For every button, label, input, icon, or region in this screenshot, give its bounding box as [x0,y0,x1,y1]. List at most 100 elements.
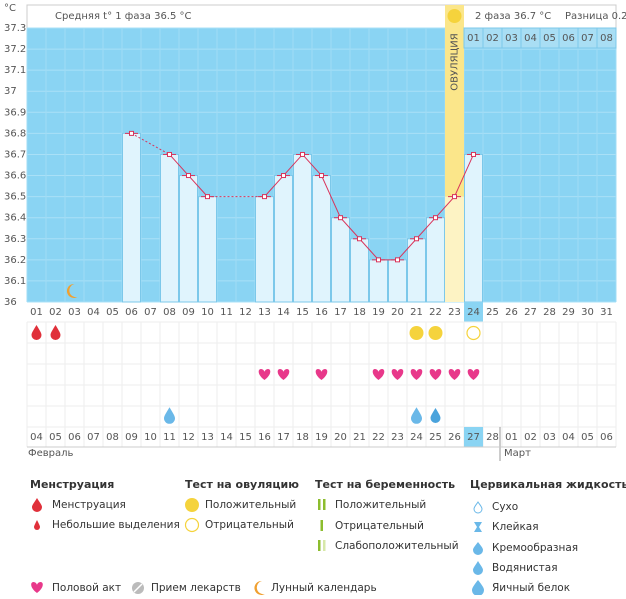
intercourse-icon [391,369,404,380]
point [452,194,457,200]
phase2-day: 05 [543,33,556,44]
phase2-label: 2 фаза 36.7 °C [475,11,551,22]
menstruation-icon [50,325,61,340]
phase2-day: 02 [486,33,499,44]
date-label: 12 [182,432,195,443]
date-label: 15 [239,432,252,443]
y-tick-label: 37.2 [4,44,26,55]
x-tick-label: 24 [467,307,480,318]
date-label: 09 [125,432,138,443]
bar [179,175,198,303]
legend-item: Сухо [492,501,518,513]
point [319,173,324,179]
x-tick-label: 01 [30,307,43,318]
phase2-day: 06 [562,33,575,44]
date-label: 04 [30,432,43,443]
y-tick-label: 36.5 [4,192,26,203]
legend-icon [184,517,200,533]
intercourse-icon [372,369,385,380]
legend-icon [31,582,43,593]
phase2-day: 08 [600,33,613,44]
bar [198,196,217,303]
temp-line [264,153,474,261]
today-cell [464,302,483,322]
y-tick-label: 36.2 [4,255,26,266]
date-label: 28 [486,432,499,443]
point [262,194,267,200]
x-tick-label: 27 [524,307,537,318]
intercourse-icon [410,369,423,380]
legend-item: Клейкая [492,521,539,533]
legend-icon [32,498,42,512]
x-tick-label: 04 [87,307,100,318]
legend: Менструация Менструация Небольшие выделе… [30,478,626,596]
date-label: 03 [543,432,556,443]
bar [331,217,350,303]
point [281,173,286,179]
date-label: 19 [315,432,328,443]
ovulation-test-negative [466,325,481,341]
bar [407,238,426,303]
x-tick-label: 10 [201,307,214,318]
point [205,194,210,200]
y-tick-label: 37.1 [4,65,26,76]
ovulation-column-lower [445,196,464,302]
legend-title: Тест на беременность [315,478,455,491]
y-tick-label: 36.4 [4,213,26,224]
ovulation-icon [447,9,462,23]
bar [160,153,179,303]
bar [350,238,369,303]
point [186,173,191,179]
date-label: 02 [524,432,537,443]
intercourse-icon [258,369,271,380]
bar [274,175,293,303]
menstruation-icon [31,325,42,340]
phase2-day: 07 [581,33,594,44]
highlight-date-cell [464,427,483,447]
x-tick-label: 16 [315,307,328,318]
legend-icon [254,580,265,595]
phase2-day: 04 [524,33,537,44]
bar [464,153,483,303]
y-tick-label: 37 [4,86,17,97]
date-label: 11 [163,432,176,443]
date-label: 18 [296,432,309,443]
legend-item: Слабоположительный [335,540,459,552]
date-label: 26 [448,432,461,443]
x-tick-label: 07 [144,307,157,318]
date-label: 10 [144,432,157,443]
intercourse-icon [315,369,328,380]
point [129,130,134,136]
x-tick-label: 26 [505,307,518,318]
legend-item: Менструация [52,499,126,511]
x-tick-label: 05 [106,307,119,318]
legend-icon [323,499,326,510]
date-label: 25 [429,432,442,443]
legend-item: Яичный белок [492,582,570,594]
date-label: 05 [581,432,594,443]
intercourse-icon [467,369,480,380]
date-label: 17 [277,432,290,443]
legend-icon [473,542,483,555]
ovulation-column [445,5,464,197]
legend-item: Кремообразная [492,542,578,554]
legend-icon [34,520,40,530]
legend-title: Менструация [30,478,114,491]
x-tick-label: 14 [277,307,290,318]
bar [426,217,445,303]
legend-item: Небольшие выделения [52,519,180,531]
date-label: 01 [505,432,518,443]
difference-label: Разница 0.2 [565,11,626,22]
y-tick-label: 37.3 [4,23,26,34]
date-label: 24 [410,432,423,443]
date-label: 14 [220,432,233,443]
y-tick-label: 36.7 [4,149,26,160]
y-tick-label: 36.6 [4,171,26,182]
fluid-egg-white-icon [164,407,175,424]
gap-connector [131,132,170,155]
x-tick-label: 08 [163,307,176,318]
date-label: 27 [467,432,480,443]
point [338,215,343,221]
bar [369,259,388,303]
x-tick-label: 22 [429,307,442,318]
